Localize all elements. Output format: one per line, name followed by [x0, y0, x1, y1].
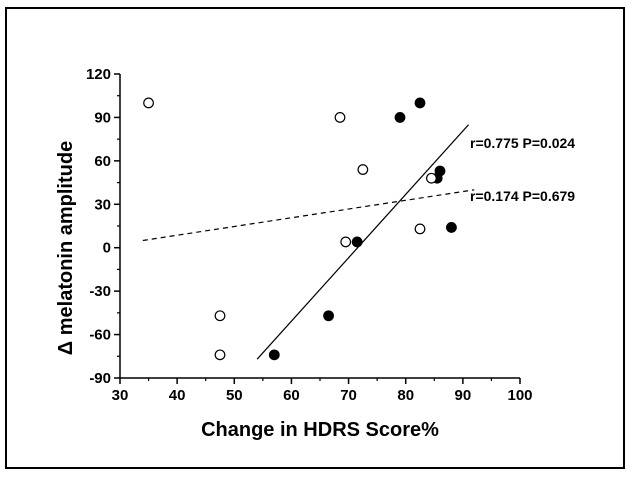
chart-frame	[5, 7, 625, 469]
open-point	[426, 172, 437, 184]
open-point	[214, 310, 226, 322]
y-tick-label: 30	[94, 196, 111, 213]
x-axis-label: Change in HDRS Score%	[201, 419, 439, 441]
y-tick-label: -90	[89, 370, 111, 387]
fit-lines	[142, 124, 475, 360]
filled-point	[394, 112, 406, 123]
x-tick-label: 30	[112, 387, 129, 404]
x-tick-label: 100	[507, 387, 532, 404]
filled-point	[446, 222, 457, 233]
x-tick-label: 80	[397, 387, 414, 404]
y-tick-label: 120	[86, 66, 111, 83]
y-tick-label: -60	[89, 327, 111, 344]
y-tick-label: 0	[103, 240, 111, 257]
open-point	[414, 223, 426, 235]
x-tick-label: 90	[455, 387, 472, 404]
filled-point	[434, 165, 446, 177]
filled-point	[414, 97, 426, 109]
open-point	[334, 112, 346, 123]
open-point	[357, 164, 369, 175]
open-point	[214, 349, 226, 361]
x-tick-label: 60	[283, 387, 300, 404]
annotation-filled: r=0.775 P=0.024	[470, 135, 575, 151]
annotation-open: r=0.174 P=0.679	[470, 188, 575, 204]
y-tick-label: 60	[94, 153, 111, 170]
x-tick-label: 40	[169, 387, 186, 404]
open-point	[340, 236, 352, 248]
y-tick-label: 90	[94, 109, 111, 126]
data-points	[143, 97, 457, 361]
y-tick-label: -30	[89, 283, 111, 300]
filled-point	[323, 310, 334, 322]
x-tick-label: 70	[340, 387, 357, 404]
open-point	[143, 97, 154, 109]
filled-point	[351, 236, 363, 248]
y-axis-label: Δ melatonin amplitude	[55, 141, 77, 355]
filled-point	[268, 349, 280, 361]
fit-line-open	[142, 189, 475, 242]
fit-line-filled	[256, 124, 470, 360]
axes: 30 40 50 60 70 80 90 100 -90 -60 -30 0 30 60 90 120	[86, 66, 533, 404]
x-tick-label: 50	[226, 387, 243, 404]
